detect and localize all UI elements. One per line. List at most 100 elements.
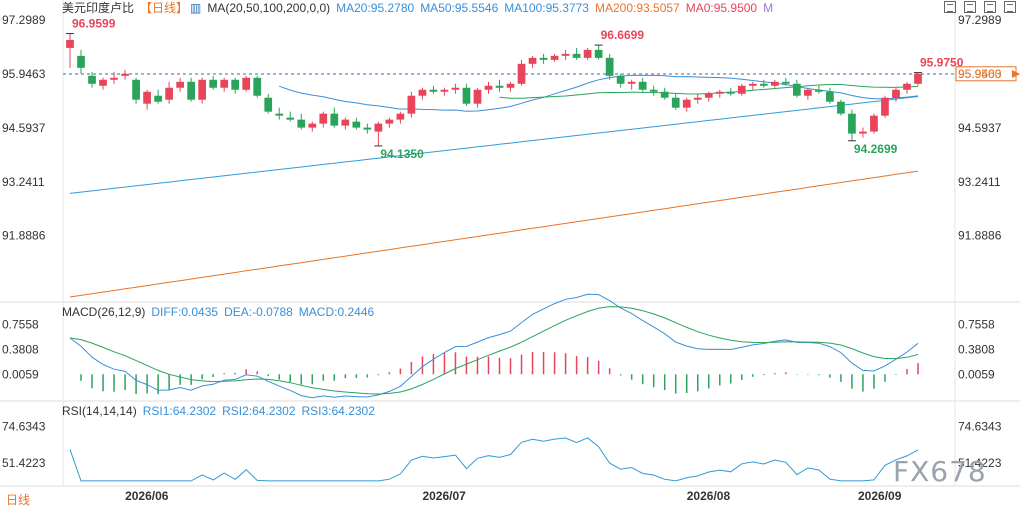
candle-body: [363, 127, 372, 130]
price-annotation: 96.6699: [601, 28, 645, 42]
price-annotation: 96.9599: [72, 17, 116, 31]
macd-tick-left: 0.0059: [2, 367, 39, 381]
candle-body: [121, 73, 129, 76]
candle-body: [165, 87, 173, 100]
rsi-line: [69, 437, 919, 482]
candle-body: [220, 79, 229, 88]
candle-body: [826, 91, 834, 102]
candle-body: [859, 131, 867, 134]
ma-label: MA(20,50,100,200,0,0): [207, 1, 331, 15]
macd-tick-left: 0.7558: [2, 317, 39, 331]
candle-body: [440, 89, 449, 92]
macd-dea: DEA:-0.0788: [224, 305, 293, 319]
macd-tick-right: 0.0059: [958, 367, 995, 381]
rsi-label: RSI(14,14,14): [62, 404, 137, 418]
candle-body: [693, 97, 702, 100]
period-tag[interactable]: 【日线】: [140, 1, 189, 15]
macd-tick-right: 0.7558: [958, 317, 995, 331]
candle-body: [715, 91, 724, 94]
candle-body: [352, 121, 361, 128]
y-tick-label-right: 93.2411: [958, 175, 1001, 189]
candle-body: [231, 79, 240, 90]
candle-body: [330, 113, 339, 126]
candle-body: [396, 113, 405, 120]
candle-body: [275, 113, 284, 116]
chart-header: 美元印度卢比 【日线】 ▥ MA(20,50,100,200,0,0) MA20:95.…: [62, 1, 779, 15]
candle-body: [759, 83, 768, 86]
ma0-value: MA0:95.9500: [685, 1, 758, 15]
price-annotation: 94.2699: [854, 142, 898, 156]
ma20-line: [279, 74, 919, 112]
candle-body: [385, 119, 394, 124]
candle-body: [671, 97, 680, 108]
y-tick-label-left: 94.5937: [2, 121, 46, 135]
candle-body: [418, 89, 427, 96]
candle-body: [892, 89, 900, 98]
chart-toolbar: [944, 1, 1016, 13]
candle-icon[interactable]: ▥: [190, 1, 202, 15]
candle-body: [737, 85, 746, 94]
candle-body: [297, 119, 306, 128]
rsi-tick-right: 51.4223: [958, 456, 1002, 470]
candle-body: [99, 79, 107, 86]
ma100-line: [69, 96, 919, 194]
candle-body: [870, 115, 878, 132]
candle-body: [682, 99, 691, 108]
settings-icon[interactable]: [984, 1, 996, 13]
candle-body: [66, 39, 74, 48]
candle-body: [264, 97, 273, 112]
candle-body: [539, 57, 548, 60]
symbol-title: 美元印度卢比: [62, 1, 135, 15]
macd-tick-left: 0.3808: [2, 342, 39, 356]
candle-body: [462, 87, 471, 104]
macd-tick-right: 0.3808: [958, 342, 995, 356]
candle-body: [660, 91, 669, 98]
rsi3-value: RSI3:64.2302: [301, 404, 375, 418]
candle-body: [550, 55, 559, 60]
layout-icon[interactable]: [964, 1, 976, 13]
ma200-line: [69, 170, 919, 298]
y-tick-label-left: 93.2411: [2, 175, 45, 189]
period-button[interactable]: 日线: [6, 493, 31, 506]
macd-label: MACD(26,12,9): [62, 305, 146, 319]
expand-icon[interactable]: [944, 1, 956, 13]
price-marker-icon: [1012, 69, 1020, 78]
candle-body: [429, 89, 438, 92]
rsi-tick-right: 74.6343: [958, 419, 1002, 433]
candle-body: [848, 113, 856, 134]
candle-body: [748, 83, 757, 86]
candle-body: [649, 89, 658, 92]
ma20-value: MA20:95.2780: [336, 1, 415, 15]
watermark: FX678: [893, 455, 987, 488]
reference-price-label: 95.9463: [958, 67, 1002, 81]
y-tick-label-left: 95.9463: [2, 67, 46, 81]
candle-body: [374, 123, 383, 132]
candle-body: [815, 89, 823, 92]
candle-body: [451, 87, 460, 90]
y-tick-label-right: 97.2989: [958, 13, 1002, 27]
candle-body: [308, 123, 317, 128]
y-tick-label-left: 97.2989: [2, 13, 46, 27]
rsi1-value: RSI1:64.2302: [142, 404, 217, 418]
candle-body: [704, 93, 713, 98]
macd-header: MACD(26,12,9) DIFF:0.0435 DEA:-0.0788 MACD:…: [62, 305, 380, 319]
candle-body: [616, 75, 625, 84]
candle-body: [154, 95, 162, 102]
candle-body: [176, 81, 184, 88]
rsi-header: RSI(14,14,14) RSI1:64.2302 RSI2:64.2302 RSI…: [62, 404, 381, 418]
candle-body: [473, 89, 482, 104]
rsi-tick-left: 74.6343: [2, 419, 46, 433]
macd-dea-line: [69, 306, 919, 395]
fullscreen-icon[interactable]: [1004, 1, 1016, 13]
candle-body: [517, 63, 526, 84]
candle-body: [77, 55, 85, 68]
ma200-value: MA200:93.5057: [594, 1, 680, 15]
candle-body: [594, 49, 603, 58]
candle-body: [209, 79, 218, 88]
x-tick-label: 2026/08: [687, 489, 731, 503]
macd-diff-line: [69, 293, 919, 399]
candle-body: [319, 113, 328, 124]
candle-body: [638, 81, 647, 90]
candle-body: [187, 81, 195, 100]
ma-m-value: M: [763, 1, 774, 15]
